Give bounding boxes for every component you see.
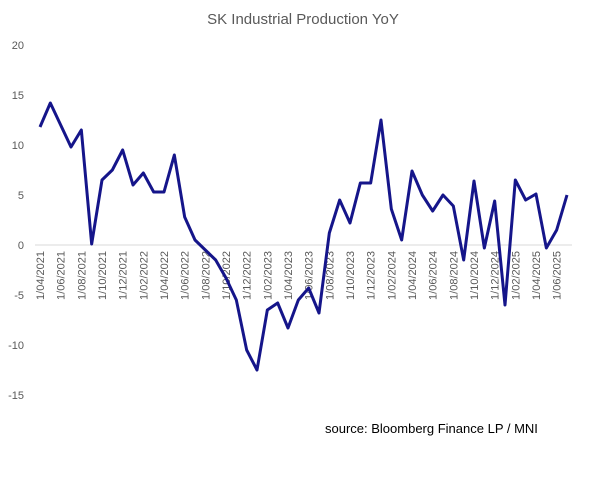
y-tick-label: 20 (12, 40, 24, 52)
y-tick-label: -5 (14, 290, 24, 302)
y-tick-label: 15 (12, 90, 24, 102)
x-tick-label: 1/02/2025 (510, 251, 522, 300)
x-tick-label: 1/10/2021 (97, 251, 109, 300)
x-tick-label: 1/08/2024 (448, 251, 460, 300)
x-tick-label: 1/04/2021 (35, 251, 47, 300)
y-tick-label: -15 (8, 390, 24, 402)
x-tick-label: 1/04/2024 (407, 251, 419, 300)
x-tick-label: 1/06/2022 (180, 251, 192, 300)
x-tick-label: 1/04/2023 (283, 251, 295, 300)
x-tick-label: 1/08/2022 (200, 251, 212, 300)
chart-title: SK Industrial Production YoY (207, 11, 399, 28)
y-tick-label: 0 (18, 240, 24, 252)
x-tick-label: 1/06/2021 (56, 251, 68, 300)
x-tick-label: 1/02/2024 (386, 251, 398, 300)
x-tick-label: 1/02/2023 (262, 251, 274, 300)
x-tick-label: 1/06/2023 (304, 251, 316, 300)
y-tick-label: 5 (18, 190, 24, 202)
x-tick-label: 1/04/2025 (531, 251, 543, 300)
source-note: source: Bloomberg Finance LP / MNI (325, 421, 538, 436)
y-tick-label: -10 (8, 340, 24, 352)
x-tick-label: 1/08/2021 (76, 251, 88, 300)
x-tick-label: 1/12/2024 (490, 251, 502, 300)
x-tick-label: 1/12/2023 (366, 251, 378, 300)
x-tick-label: 1/10/2024 (469, 251, 481, 300)
x-tick-label: 1/12/2022 (242, 251, 254, 300)
data-line (38, 101, 569, 372)
x-tick-label: 1/10/2023 (345, 251, 357, 300)
x-tick-label: 1/12/2021 (118, 251, 130, 300)
x-tick-label: 1/06/2024 (428, 251, 440, 300)
x-tick-label: 1/04/2022 (159, 251, 171, 300)
x-tick-label: 1/02/2022 (138, 251, 150, 300)
x-tick-label: 1/06/2025 (552, 251, 564, 300)
x-tick-label: 1/08/2023 (324, 251, 336, 300)
y-tick-label: 10 (12, 140, 24, 152)
